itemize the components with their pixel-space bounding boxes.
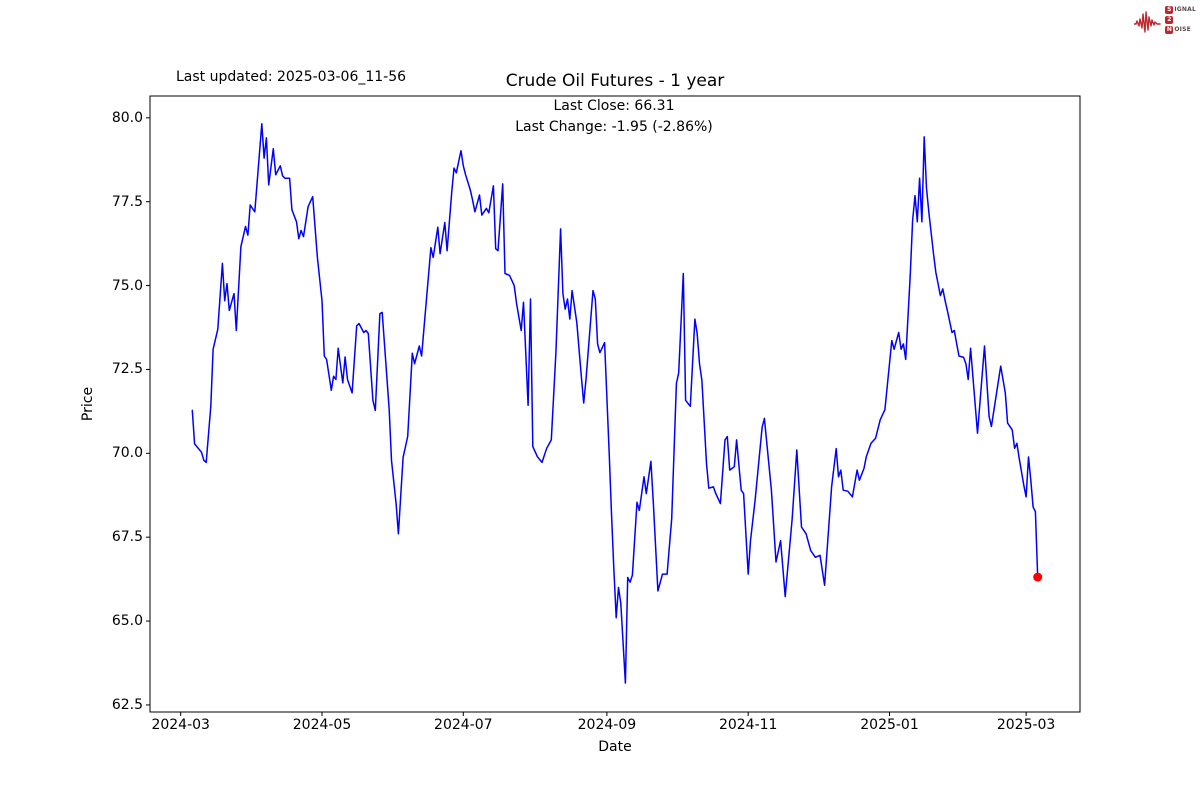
axes-frame [149, 95, 1081, 713]
x-tick-label: 2025-03 [996, 717, 1056, 733]
x-tick-label: 2024-07 [434, 717, 493, 733]
x-tick-label: 2024-05 [292, 717, 352, 733]
logo-letter-2: 2 [1165, 15, 1174, 24]
logo-letter-n: N [1165, 25, 1174, 34]
axis-tick-marks [146, 117, 1027, 716]
y-tick-label: 65.0 [111, 613, 143, 630]
x-axis-label: Date [598, 739, 632, 755]
x-tick-label: 2024-11 [718, 717, 778, 733]
x-tick-label: 2025-01 [860, 717, 919, 733]
price-line-series [191, 123, 1039, 684]
waveform-icon [1134, 11, 1162, 33]
x-tick-label: 2024-03 [151, 717, 210, 733]
last-close-line: Last Close: 66.31 [553, 98, 675, 114]
signal2noise-logo: S IGNAL 2 N OISE [1134, 5, 1196, 35]
last-updated-text: Last updated: 2025-03-06_11-56 [176, 69, 407, 85]
last-change-line: Last Change: -1.95 (-2.86%) [515, 119, 713, 135]
last-close-marker [1033, 572, 1043, 582]
y-tick-label: 67.5 [111, 529, 143, 546]
chart-title: Crude Oil Futures - 1 year [505, 71, 725, 91]
y-tick-label: 75.0 [111, 277, 143, 294]
x-tick-label: 2024-09 [577, 717, 637, 733]
logo-letter-s: S [1165, 5, 1174, 14]
logo-word-2: 2 [1165, 15, 1196, 24]
y-tick-label: 72.5 [111, 361, 143, 378]
y-tick-label: 80.0 [111, 109, 143, 126]
logo-word-noise: N OISE [1165, 25, 1191, 34]
y-tick-label: 70.0 [111, 445, 143, 462]
y-axis-label: Price [80, 386, 96, 422]
last-close-annotation: Last Close: 66.31 Last Change: -1.95 (-2… [515, 96, 713, 138]
y-tick-label: 62.5 [111, 697, 143, 713]
y-tick-label: 77.5 [111, 193, 143, 210]
logo-word-signal: S IGNAL [1165, 5, 1196, 14]
